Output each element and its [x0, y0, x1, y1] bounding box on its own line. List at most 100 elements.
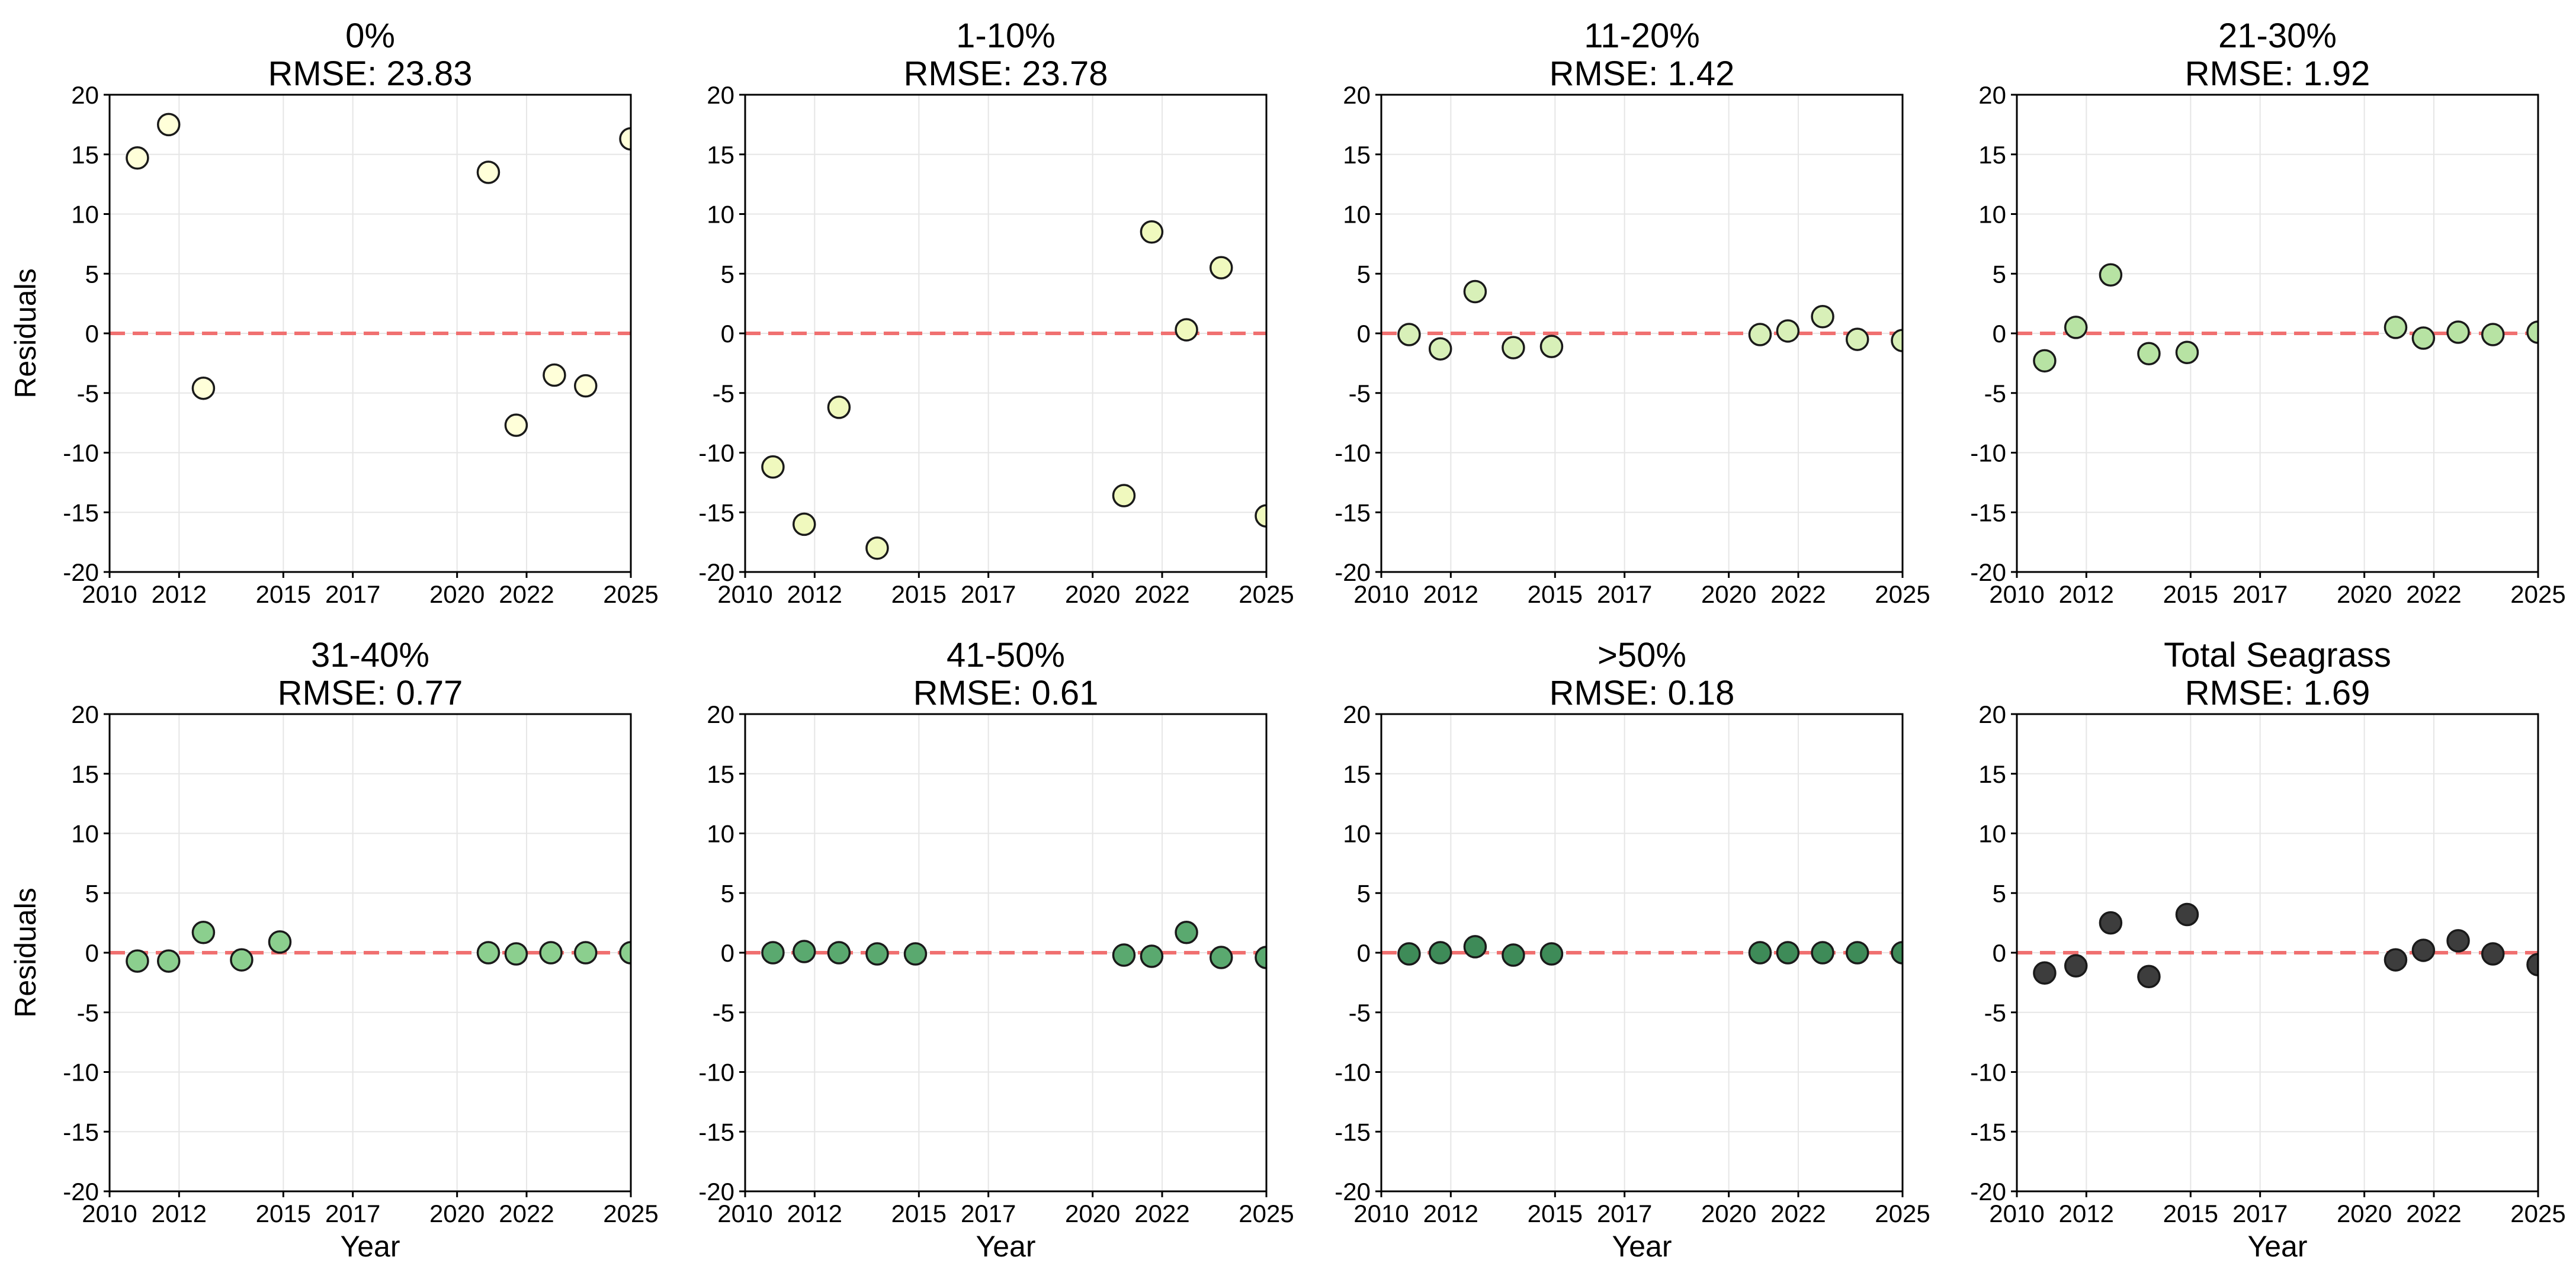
x-tick-label: 2017 — [1597, 1200, 1652, 1227]
data-point — [573, 374, 598, 398]
y-tick-label: -10 — [698, 439, 734, 467]
y-tick-label: 5 — [1357, 879, 1371, 907]
y-tick-label: 0 — [85, 320, 99, 348]
data-point — [156, 113, 181, 137]
data-point — [761, 455, 785, 479]
x-tick-label: 2017 — [325, 580, 380, 608]
data-point — [1209, 946, 1233, 969]
data-point — [2526, 953, 2538, 976]
x-tick-label: 2025 — [2510, 1200, 2565, 1227]
x-tick-label: 2012 — [152, 1200, 207, 1227]
data-point — [1502, 943, 1525, 967]
y-tick-label: -10 — [1334, 439, 1371, 467]
data-point — [865, 942, 889, 966]
y-tick-label: 5 — [1993, 260, 2006, 288]
y-tick-label: -5 — [713, 380, 734, 407]
x-tick-label: 2010 — [82, 1200, 137, 1227]
data-point — [156, 949, 181, 973]
y-tick-label: -15 — [698, 499, 734, 526]
data-point — [1112, 484, 1136, 507]
data-point — [1891, 941, 1903, 965]
x-tick-label: 2025 — [1875, 580, 1930, 608]
y-tick-label: -5 — [713, 999, 734, 1027]
data-point — [1502, 336, 1525, 359]
data-point — [2411, 326, 2436, 350]
x-tick-label: 2025 — [603, 580, 658, 608]
data-point — [191, 920, 216, 944]
y-tick-label: -5 — [1984, 999, 2006, 1027]
x-tick-label: 2012 — [2059, 1200, 2114, 1227]
data-point — [1539, 942, 1564, 966]
subplot-title: 11-20% — [1584, 17, 1700, 55]
data-point — [619, 127, 631, 151]
data-point — [865, 536, 889, 560]
data-point — [2033, 349, 2057, 373]
y-tick-label: 5 — [721, 260, 734, 288]
subplot-title: 41-50% — [947, 636, 1065, 674]
y-tick-label: -5 — [1984, 380, 2006, 407]
data-point — [539, 941, 563, 965]
x-tick-label: 2015 — [256, 580, 311, 608]
data-point — [1891, 329, 1903, 352]
x-tick-label: 2015 — [891, 1200, 947, 1227]
data-point — [1776, 319, 1800, 343]
x-tick-label: 2020 — [1701, 580, 1756, 608]
y-tick-label: -20 — [698, 558, 734, 586]
y-tick-label: -10 — [63, 1059, 99, 1087]
x-tick-label: 2022 — [2406, 580, 2461, 608]
x-tick-label: 2010 — [717, 1200, 772, 1227]
y-tick-label: 15 — [1978, 760, 2006, 788]
y-tick-label: 15 — [71, 141, 99, 169]
y-tick-label: 5 — [85, 879, 99, 907]
x-tick-label: 2012 — [787, 580, 842, 608]
data-point — [268, 930, 292, 954]
data-point — [1255, 946, 1266, 969]
data-point — [1811, 305, 1834, 329]
data-point — [504, 942, 528, 966]
data-point — [1209, 256, 1233, 279]
x-tick-label: 2012 — [2059, 580, 2114, 608]
y-tick-label: 10 — [1978, 201, 2006, 229]
data-point — [191, 376, 216, 400]
subplot-rmse: RMSE: 23.83 — [268, 54, 473, 93]
data-point — [1463, 279, 1487, 304]
x-axis-label: Year — [340, 1230, 400, 1263]
y-tick-label: 15 — [1343, 141, 1371, 169]
x-tick-label: 2022 — [1134, 580, 1189, 608]
data-point — [2064, 316, 2088, 339]
x-tick-label: 2025 — [2510, 580, 2565, 608]
y-tick-label: 0 — [1357, 320, 1371, 348]
y-tick-label: -15 — [1334, 499, 1371, 526]
y-tick-label: -10 — [698, 1059, 734, 1087]
data-point — [2064, 954, 2088, 978]
y-tick-label: -15 — [1970, 499, 2006, 526]
data-points — [126, 920, 631, 973]
x-tick-label: 2025 — [1239, 580, 1294, 608]
data-point — [827, 396, 851, 419]
data-point — [1776, 941, 1800, 965]
data-point — [761, 941, 785, 965]
x-tick-label: 2022 — [499, 1200, 554, 1227]
y-tick-label: -5 — [77, 380, 99, 407]
x-tick-label: 2015 — [1528, 580, 1583, 608]
data-point — [2033, 961, 2057, 985]
y-tick-label: 10 — [1343, 201, 1371, 229]
y-tick-label: 20 — [71, 81, 99, 109]
subplot-rmse: RMSE: 0.18 — [1550, 674, 1735, 712]
y-tick-label: -20 — [698, 1178, 734, 1206]
data-point — [126, 146, 149, 170]
y-tick-label: -10 — [1334, 1059, 1371, 1087]
x-tick-label: 2017 — [2232, 1200, 2288, 1227]
data-point — [2446, 929, 2470, 953]
y-tick-label: 0 — [85, 939, 99, 967]
y-tick-label: 15 — [707, 141, 734, 169]
y-tick-label: 20 — [1343, 81, 1371, 109]
x-tick-label: 2022 — [1770, 1200, 1826, 1227]
data-point — [1845, 327, 1869, 351]
